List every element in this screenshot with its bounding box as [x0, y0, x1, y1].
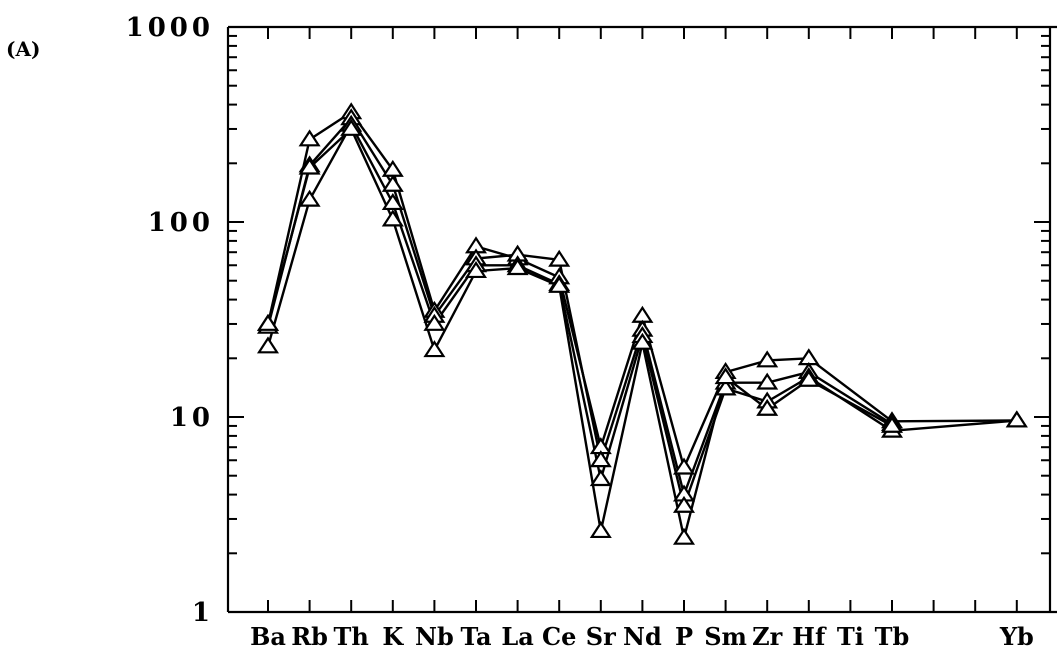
panel-label: (A) — [6, 37, 40, 61]
data-point-triangle — [381, 174, 404, 192]
data-point-triangle — [756, 350, 779, 368]
data-point-triangle — [756, 398, 779, 416]
data-point-triangle — [548, 275, 571, 293]
series-layer — [256, 102, 1028, 545]
data-point-triangle — [672, 495, 696, 513]
data-point-triangle — [589, 520, 612, 539]
data-point-triangle — [506, 258, 529, 276]
x-tick-label: La — [501, 622, 533, 651]
data-point-triangle — [381, 159, 404, 177]
x-tick-label: Ce — [542, 622, 576, 651]
data-point-triangle — [672, 527, 696, 545]
y-tick-label: 100 — [148, 208, 214, 238]
data-point-triangle — [714, 367, 737, 385]
data-point-triangle — [298, 157, 321, 175]
x-tick-label: Zr — [752, 622, 783, 651]
data-point-triangle — [714, 378, 737, 396]
data-point-triangle — [756, 372, 779, 390]
x-tick-label: Tb — [875, 622, 910, 651]
data-point-triangle — [423, 340, 446, 358]
data-point-triangle — [381, 193, 404, 211]
x-tick-label: Ti — [837, 622, 864, 651]
x-tick-label: Ta — [460, 622, 491, 651]
x-tick-label: Sr — [586, 622, 616, 651]
data-point-triangle — [672, 457, 696, 475]
series-line — [266, 126, 893, 539]
data-point-triangle — [256, 313, 280, 331]
labels-layer: 1000 100 10 1 Ba Rb Th K Nb Ta La Ce Sr Nd P Sm Zr Hf Ti Tb… — [126, 13, 1034, 651]
data-point-triangle — [631, 332, 654, 350]
x-tick-label: Yb — [999, 622, 1034, 651]
data-point-triangle — [381, 209, 404, 227]
series-line — [266, 116, 893, 499]
x-tick-label: Hf — [792, 622, 827, 651]
data-point-triangle — [340, 118, 363, 136]
series-line — [266, 122, 1017, 511]
y-tick-label: 10 — [170, 403, 214, 433]
y-tick-label: 1 — [192, 598, 214, 628]
x-tick-label: Nb — [415, 622, 454, 651]
data-point-triangle — [298, 189, 321, 207]
data-point-triangle — [464, 261, 488, 279]
data-point-triangle — [589, 469, 612, 487]
data-point-triangle — [548, 249, 571, 267]
data-point-triangle — [589, 450, 612, 468]
y-tick-label: 1000 — [126, 13, 214, 43]
data-point-triangle — [631, 305, 654, 323]
x-tick-label: K — [382, 622, 404, 651]
data-point-triangle — [298, 129, 321, 147]
x-tick-label: Nd — [623, 622, 662, 651]
x-tick-label: P — [675, 622, 693, 651]
data-point-triangle — [256, 336, 280, 354]
data-point-triangle — [423, 313, 446, 331]
x-tick-label: Th — [334, 622, 369, 651]
x-tick-label: Rb — [291, 622, 328, 651]
data-point-triangle — [797, 369, 820, 387]
data-point-triangle — [880, 415, 904, 433]
data-point-triangle — [1005, 410, 1028, 428]
x-tick-label: Sm — [704, 622, 747, 651]
axes — [226, 25, 1057, 614]
x-tick-label: Ba — [250, 622, 286, 651]
